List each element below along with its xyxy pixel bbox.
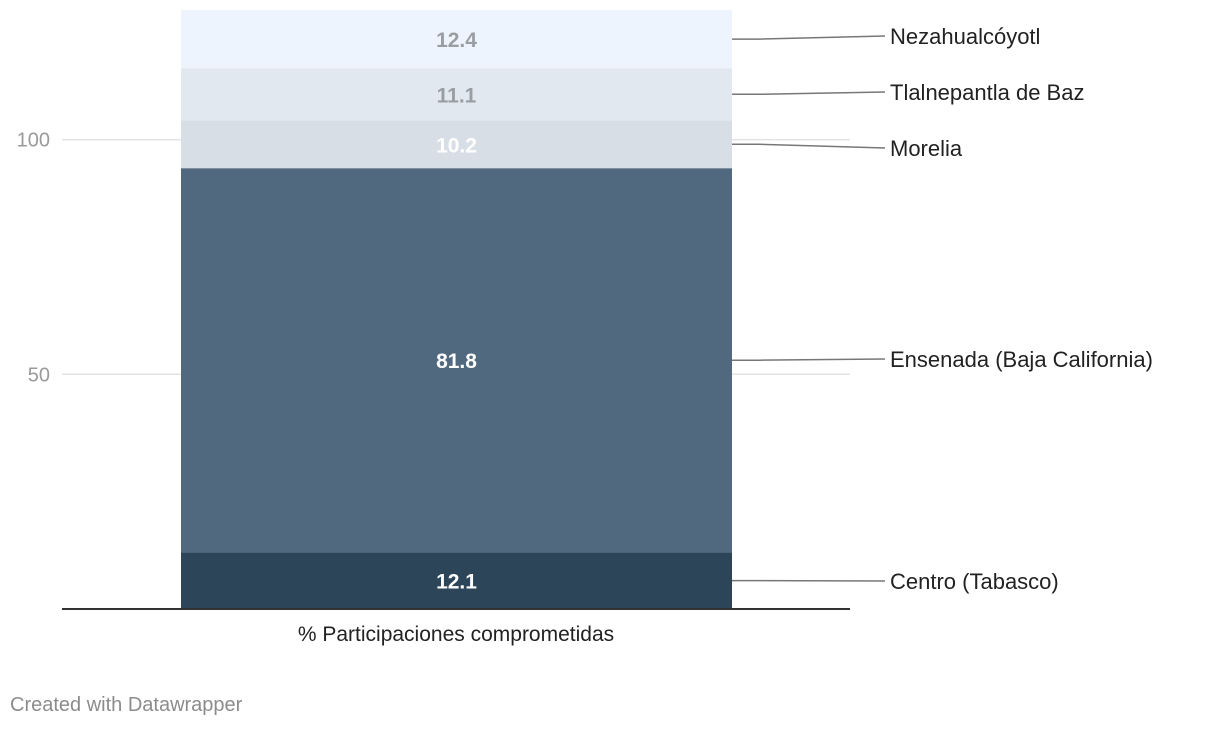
bar-segment-ensenada-baja-california [181, 168, 732, 553]
bar-segment-centro-tabasco [181, 552, 732, 609]
value-label-centro-tabasco: 12.1 [436, 571, 477, 594]
series-label-ensenada-baja-california: Ensenada (Baja California) [890, 347, 1153, 372]
y-tick-label: 100 [17, 130, 50, 152]
bar-segment-tlalnepantla-de-baz [181, 68, 732, 121]
connector-tlalnepantla-de-baz [732, 91, 886, 96]
value-label-ensenada-baja-california: 81.8 [436, 350, 477, 373]
value-labels: 12.1 81.8 10.2 11.1 12.4 [436, 29, 477, 593]
x-category-label: % Participaciones comprometidas [298, 623, 614, 646]
connector-morelia [732, 143, 886, 149]
footer-credit: Created with Datawrapper [10, 694, 243, 716]
value-label-morelia: 10.2 [436, 134, 477, 157]
connector-nezahualc-yotl [732, 35, 886, 40]
series-labels: Centro (Tabasco) Ensenada (Baja Californi… [732, 24, 1153, 594]
bar-segment-morelia [181, 120, 732, 169]
stacked-bar-chart: 50 100 12.1 81.8 10.2 11.1 12.4 Centro (Tabas… [17, 10, 1153, 646]
bar-segment-nezahualc-yotl [181, 10, 732, 69]
series-label-morelia: Morelia [890, 136, 963, 161]
connector-ensenada-baja-california [732, 358, 886, 361]
series-label-tlalnepantla-de-baz: Tlalnepantla de Baz [890, 80, 1084, 105]
series-label-centro-tabasco: Centro (Tabasco) [890, 569, 1059, 594]
series-label-nezahualc-yotl: Nezahualcóyotl [890, 24, 1040, 49]
value-label-tlalnepantla-de-baz: 11.1 [437, 84, 477, 107]
value-label-nezahualc-yotl: 12.4 [436, 29, 477, 52]
y-tick-label: 50 [28, 364, 50, 386]
bar-segments [181, 10, 732, 609]
